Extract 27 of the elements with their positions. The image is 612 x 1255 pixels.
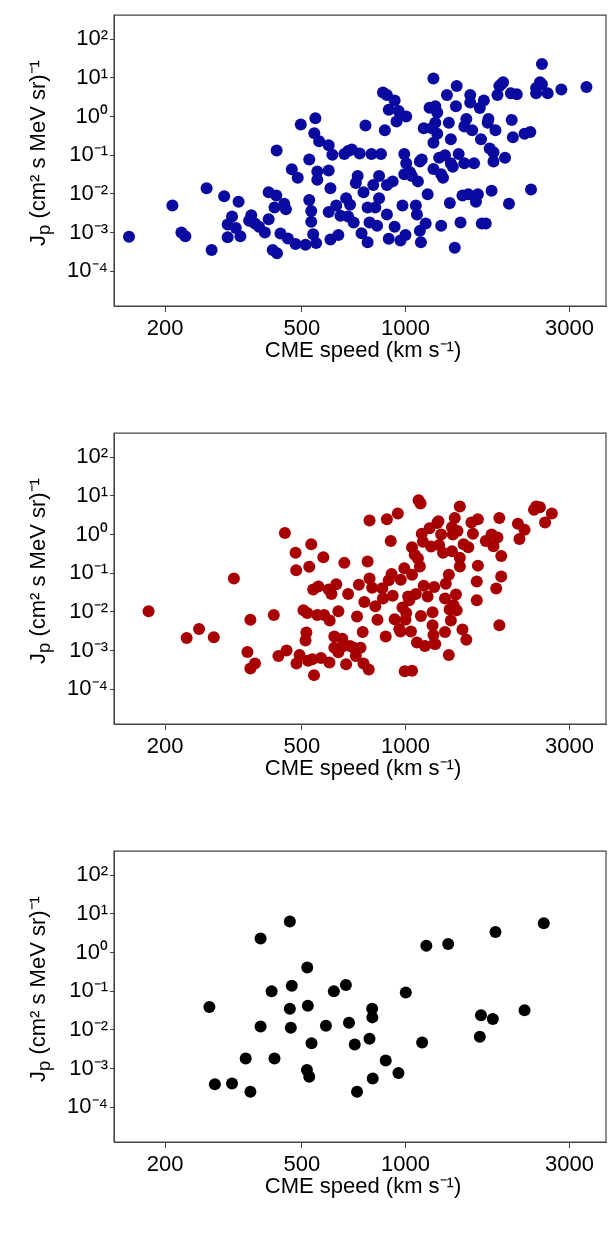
y-tick-label: 10⁻¹ [69, 977, 108, 1003]
y-tick-label: 10⁰ [75, 520, 108, 546]
y-tick-label: 10⁻² [69, 597, 108, 623]
y-tick-label: 10⁻³ [69, 218, 108, 244]
x-tick-label: 3000 [545, 1151, 594, 1177]
y-tick-label: 10⁻⁴ [67, 257, 108, 283]
y-tick-label: 10⁰ [75, 938, 108, 964]
y-tick-label: 10² [76, 443, 108, 469]
y-tick-label: 10⁻¹ [69, 141, 108, 167]
y-tick-label: 10⁻⁴ [67, 1093, 108, 1119]
y-tick-label: 10⁻² [69, 179, 108, 205]
y-tick-label: 10⁻¹ [69, 559, 108, 585]
x-tick-label: 200 [146, 1151, 184, 1177]
y-tick-label: 10⁰ [75, 102, 108, 128]
y-tick-label: 10⁻⁴ [67, 675, 108, 701]
x-tick-label: 200 [146, 733, 184, 759]
y-tick-label: 10⁻² [69, 1015, 108, 1041]
x-tick-label: 200 [146, 315, 184, 341]
y-tick-label: 10¹ [76, 899, 108, 925]
y-tick-label: 10⁻³ [69, 1054, 108, 1080]
y-tick-label: 10¹ [76, 63, 108, 89]
y-tick-label: 10¹ [76, 481, 108, 507]
y-tick-label: 10² [76, 861, 108, 887]
y-tick-label: 10⁻³ [69, 636, 108, 662]
x-tick-label: 3000 [545, 315, 594, 341]
y-tick-label: 10² [76, 25, 108, 51]
x-tick-label: 3000 [545, 733, 594, 759]
